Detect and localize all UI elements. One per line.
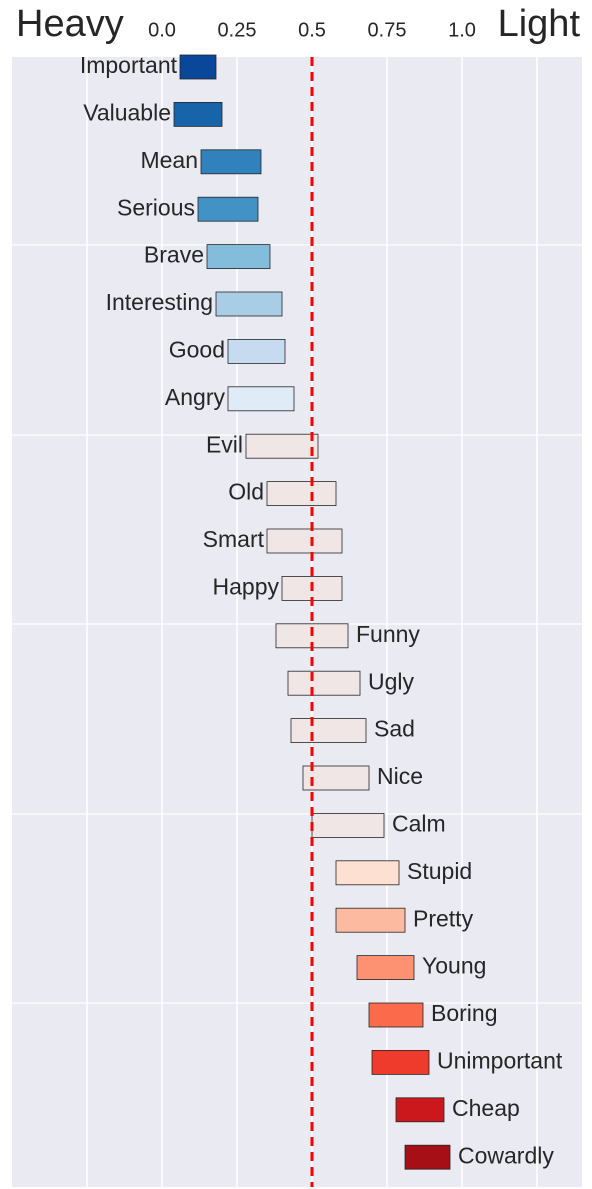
bar — [404, 1144, 451, 1170]
category-label: Pretty — [413, 905, 474, 931]
bar — [173, 102, 223, 127]
category-label: Ugly — [368, 668, 415, 694]
bar — [227, 386, 295, 412]
x-tick-label: 0.5 — [298, 19, 326, 41]
bar — [227, 338, 286, 364]
bar — [311, 813, 385, 838]
category-label: Good — [169, 336, 225, 362]
bar — [200, 149, 262, 175]
category-label: Valuable — [83, 99, 171, 125]
bar — [287, 670, 361, 696]
bar — [197, 196, 259, 222]
category-label: Unimportant — [437, 1047, 563, 1073]
x-tick-label: 1.0 — [448, 19, 476, 41]
bar — [179, 54, 217, 80]
category-label: Angry — [165, 384, 226, 410]
category-label: Cowardly — [458, 1142, 554, 1168]
bar — [290, 718, 367, 743]
category-label: Important — [80, 52, 178, 78]
category-label: Nice — [377, 763, 423, 789]
category-label: Cheap — [452, 1095, 520, 1121]
bar — [245, 433, 319, 459]
bar — [371, 1050, 430, 1075]
x-tick-label: 0.25 — [218, 19, 257, 41]
bar — [356, 955, 415, 980]
category-label: Brave — [144, 242, 204, 268]
category-label: Old — [228, 479, 264, 505]
category-label: Young — [422, 953, 486, 979]
bar — [215, 291, 283, 317]
x-tick-label: 0.0 — [148, 19, 176, 41]
category-label: Boring — [431, 1000, 497, 1026]
bar — [266, 481, 337, 507]
category-label: Sad — [374, 716, 415, 742]
bar — [302, 765, 370, 791]
category-label: Happy — [213, 573, 280, 599]
category-label: Funny — [356, 621, 420, 647]
category-label: Interesting — [106, 289, 213, 315]
bar — [335, 907, 406, 933]
category-label: Stupid — [407, 858, 472, 884]
category-label: Serious — [117, 194, 195, 220]
category-label: Calm — [392, 810, 446, 836]
left-label: Heavy — [16, 3, 124, 45]
category-label: Evil — [206, 431, 243, 457]
bar — [335, 860, 400, 886]
x-tick-label: 0.75 — [368, 19, 407, 41]
bar — [266, 528, 343, 554]
bar — [395, 1097, 445, 1123]
bar — [368, 1002, 424, 1028]
category-label: Mean — [140, 147, 198, 173]
category-label: Smart — [203, 526, 265, 552]
bar — [206, 244, 271, 270]
right-label: Light — [498, 3, 581, 45]
